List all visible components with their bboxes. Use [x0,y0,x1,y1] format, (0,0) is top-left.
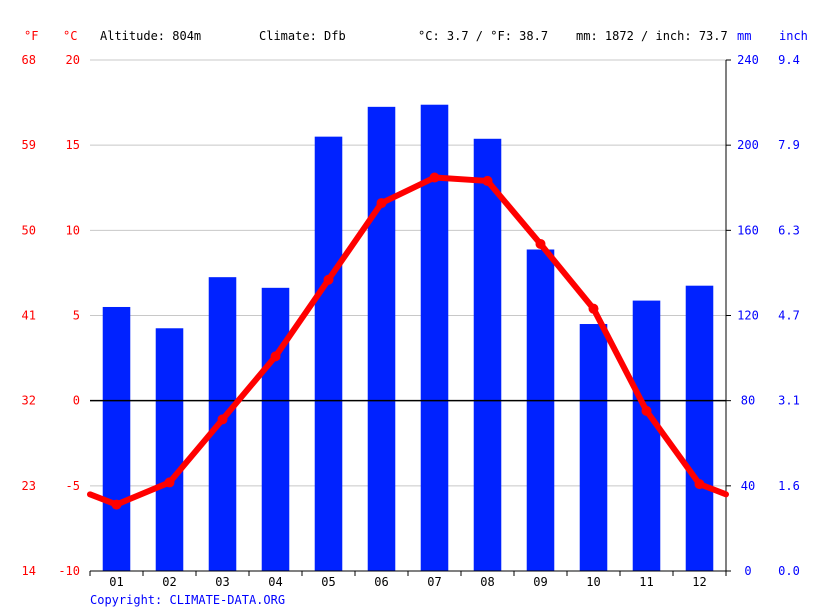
month-label: 11 [639,575,653,589]
inch-tick-label: 0.0 [778,564,800,578]
temperature-point [535,238,546,249]
inch-tick-label: 1.6 [778,479,800,493]
month-label: 05 [321,575,335,589]
temperature-point [111,499,122,510]
celsius-tick-label: 15 [66,138,80,152]
inch-unit-label: inch [779,29,808,43]
mm-tick-label: 80 [741,394,755,408]
mm-tick-label: 200 [737,138,759,152]
month-label: 04 [268,575,282,589]
temperature-point [217,414,228,425]
celsius-tick-label: 10 [66,223,80,237]
fahrenheit-unit-label: °F [24,29,38,43]
fahrenheit-tick-label: 68 [22,53,36,67]
fahrenheit-tick-label: 41 [22,309,36,323]
mm-tick-label: 160 [737,223,759,237]
grid [90,59,726,572]
temperature-point [323,274,334,285]
fahrenheit-tick-label: 14 [22,564,36,578]
precipitation-bar [579,324,608,571]
celsius-unit-label: °C [63,29,77,43]
month-label: 06 [374,575,388,589]
mm-tick-label: 0 [744,564,751,578]
temperature-point [588,303,599,314]
mm-tick-label: 120 [737,309,759,323]
month-label: 12 [692,575,706,589]
precipitation-bar [685,285,714,571]
fahrenheit-tick-label: 50 [22,223,36,237]
mm-unit-label: mm [737,29,751,43]
precipitation-total-text: mm: 1872 / inch: 73.7 [576,29,728,43]
temperature-series [87,172,729,510]
precipitation-bar [632,300,661,571]
temperature-point [482,175,493,186]
celsius-tick-label: -10 [58,564,80,578]
month-label: 02 [162,575,176,589]
month-label: 10 [586,575,600,589]
month-label: 08 [480,575,494,589]
temperature-average-text: °C: 3.7 / °F: 38.7 [418,29,548,43]
temperature-point [270,351,281,362]
month-label: 07 [427,575,441,589]
climate-text: Climate: Dfb [259,29,346,43]
precipitation-bars [102,104,714,572]
month-label: 01 [109,575,123,589]
mm-tick-label: 240 [737,53,759,67]
temperature-point [164,477,175,488]
temperature-point [376,198,387,209]
precipitation-bar [102,306,131,571]
precipitation-bar [155,328,184,571]
fahrenheit-tick-label: 32 [22,394,36,408]
temperature-point [429,172,440,183]
precipitation-bar [261,287,290,571]
celsius-tick-label: 5 [73,309,80,323]
temperature-line [87,174,729,508]
precipitation-bar [526,249,555,571]
inch-tick-label: 6.3 [778,223,800,237]
mm-tick-label: 40 [741,479,755,493]
altitude-text: Altitude: 804m [100,29,201,43]
temperature-point [694,479,705,490]
precipitation-bar [314,136,343,571]
celsius-tick-label: 20 [66,53,80,67]
celsius-tick-label: -5 [66,479,80,493]
inch-tick-label: 4.7 [778,309,800,323]
precipitation-bar [367,106,396,571]
fahrenheit-tick-label: 59 [22,138,36,152]
inch-tick-label: 3.1 [778,394,800,408]
temperature-point [641,405,652,416]
fahrenheit-tick-label: 23 [22,479,36,493]
month-label: 03 [215,575,229,589]
precipitation-bar [473,138,502,571]
inch-tick-label: 7.9 [778,138,800,152]
copyright-text: Copyright: CLIMATE-DATA.ORG [90,593,285,607]
inch-tick-label: 9.4 [778,53,800,67]
axes [89,59,731,576]
celsius-tick-label: 0 [73,394,80,408]
month-label: 09 [533,575,547,589]
